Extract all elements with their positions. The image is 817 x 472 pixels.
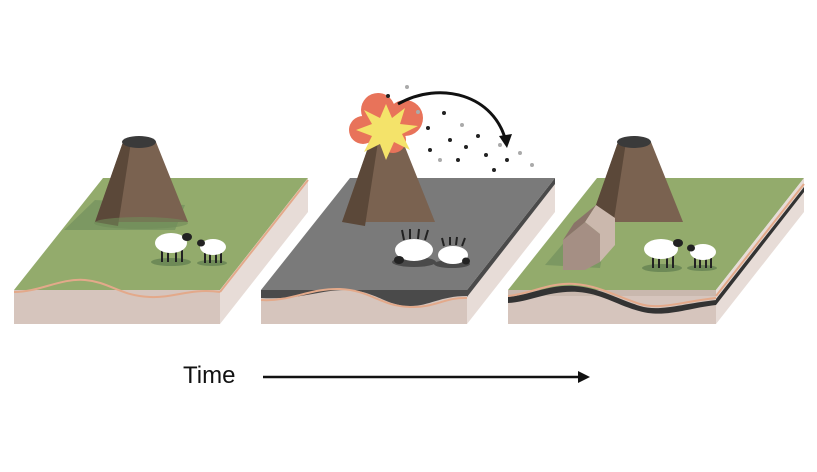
sheep-fallen bbox=[392, 228, 436, 267]
soil-layer-line bbox=[13, 278, 221, 299]
buried-ash-layer-side bbox=[716, 187, 804, 305]
ash-surface bbox=[261, 178, 555, 290]
time-arrow bbox=[263, 371, 590, 383]
explosion-burst bbox=[356, 104, 418, 160]
soil-side bbox=[716, 178, 804, 324]
time-label: Time bbox=[183, 362, 236, 389]
buried-ash-layer bbox=[508, 285, 716, 314]
volcano-crater bbox=[122, 136, 156, 148]
sheep-fallen bbox=[434, 236, 470, 268]
sheep bbox=[642, 239, 683, 272]
ash-trajectory-arrow bbox=[397, 91, 508, 143]
panel-after-recovery bbox=[507, 136, 805, 324]
sheep bbox=[197, 239, 227, 266]
explosion bbox=[349, 93, 423, 160]
volcano-shaded-side bbox=[95, 142, 131, 226]
soil-layer-line-side bbox=[715, 183, 805, 297]
soil-side bbox=[467, 178, 555, 324]
ash-trajectory-arrowhead bbox=[499, 134, 512, 148]
barn bbox=[563, 205, 615, 270]
volcano-base-shadow bbox=[94, 217, 188, 229]
volcano-crater bbox=[617, 136, 651, 148]
soil-side bbox=[220, 178, 308, 324]
sheep bbox=[151, 233, 192, 266]
ash-particles bbox=[386, 85, 534, 172]
volcano-shaded-side bbox=[342, 142, 378, 226]
soil-layer-line bbox=[507, 282, 717, 308]
soil-layer-line-side bbox=[219, 179, 309, 293]
soil-front bbox=[508, 290, 716, 324]
panel-before-eruption bbox=[13, 136, 309, 324]
ash-layer bbox=[261, 290, 467, 306]
soil-layer-line bbox=[260, 287, 468, 309]
time-arrowhead bbox=[578, 371, 590, 383]
soil-front bbox=[14, 290, 220, 324]
panel-eruption-ash-fall bbox=[260, 85, 555, 324]
sheep bbox=[687, 244, 717, 271]
grass-surface bbox=[14, 178, 308, 290]
ash-layer-side bbox=[467, 178, 555, 297]
volcano-shaded-side bbox=[590, 142, 626, 226]
